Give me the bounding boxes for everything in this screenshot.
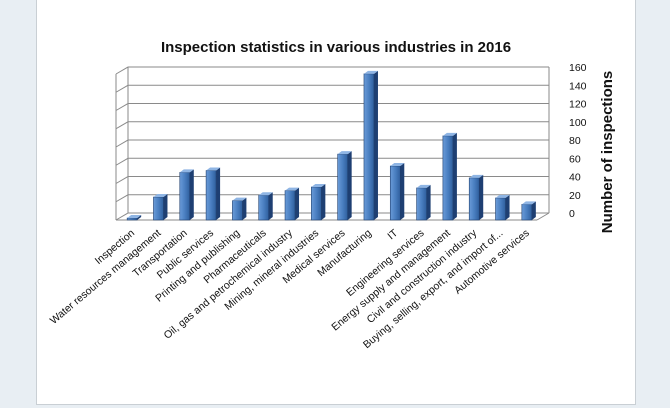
bar [258,192,273,221]
bar-side [531,201,536,220]
gridline [115,157,549,166]
bar [442,132,457,221]
bar [232,197,247,221]
chart-frame: Inspection statistics in various industr… [36,0,636,405]
bar-top [442,132,457,136]
y-tick-label: 160 [569,62,587,74]
y-tick-label: 80 [569,135,581,147]
bar-front [363,73,375,221]
chart-title: Inspection statistics in various industr… [161,39,511,56]
bar-top [337,151,352,155]
bar-front [284,190,296,221]
bar-top [285,187,300,191]
bar-top [127,215,142,218]
bar-front [389,165,401,221]
bar [284,187,300,221]
bar [153,194,168,221]
bar [521,201,536,221]
x-category-label: IT [385,227,400,243]
gridline [115,84,549,93]
bar-front [416,187,427,221]
y-tick-label: 40 [569,172,581,184]
gridline [115,121,549,130]
bar [495,194,510,221]
bar-chart: Inspection statistics in various industr… [48,39,616,351]
bar-top [495,194,510,198]
bar-side [347,151,352,220]
y-tick-label: 140 [569,80,587,92]
bar [179,169,194,221]
bar [337,151,352,221]
bar-top [521,201,536,205]
x-category-label: Water resources management [48,227,164,327]
y-axis-label: Number of inspections [599,71,616,234]
bar-side [452,132,457,220]
bar-front [205,170,217,221]
bar [126,215,142,221]
bar-front [495,197,506,221]
bar-top [153,194,168,198]
bar-top [311,183,326,187]
bar-top [390,162,405,166]
bar-side [242,197,247,220]
bar-side [189,169,194,220]
bar [468,174,484,221]
bar [389,162,405,221]
bar-front [521,204,533,221]
bar-side [137,215,142,220]
bar-side [216,167,221,220]
bar-side [505,194,510,220]
bar-top [179,169,194,173]
bar-top [232,197,247,201]
bar [363,70,378,221]
bar [311,183,326,221]
gridline [115,103,549,111]
bar-front [179,172,191,221]
bar-side [400,162,405,220]
bar [205,167,221,221]
bar-side [295,187,300,220]
bar-front [442,135,454,221]
y-tick-label: 100 [569,117,587,129]
bar-side [268,192,273,220]
bar-top [363,70,378,74]
bar-side [373,70,378,220]
bar-front [468,177,480,221]
x-category-label: Civil and construction industry [365,227,480,326]
floor-side-edge [536,212,550,221]
bar-top [258,192,273,196]
y-tick-label: 0 [569,208,575,220]
bar-front [153,196,164,221]
y-tick-label: 60 [569,153,581,165]
bar-front [126,217,138,221]
gridline [115,139,549,148]
bar-front [258,194,270,221]
y-tick-label: 20 [569,190,581,202]
y-tick-label: 120 [569,99,587,111]
gridline [115,66,549,75]
bar-front [337,153,348,221]
bar-side [321,183,326,220]
bar-top [206,167,221,171]
bar [416,184,431,221]
bar-side [479,174,484,220]
bar-side [163,194,168,220]
bar-side [426,184,431,220]
bar-top [469,174,484,178]
bar-front [232,200,243,221]
bar-top [416,184,431,188]
bar-front [311,186,322,221]
